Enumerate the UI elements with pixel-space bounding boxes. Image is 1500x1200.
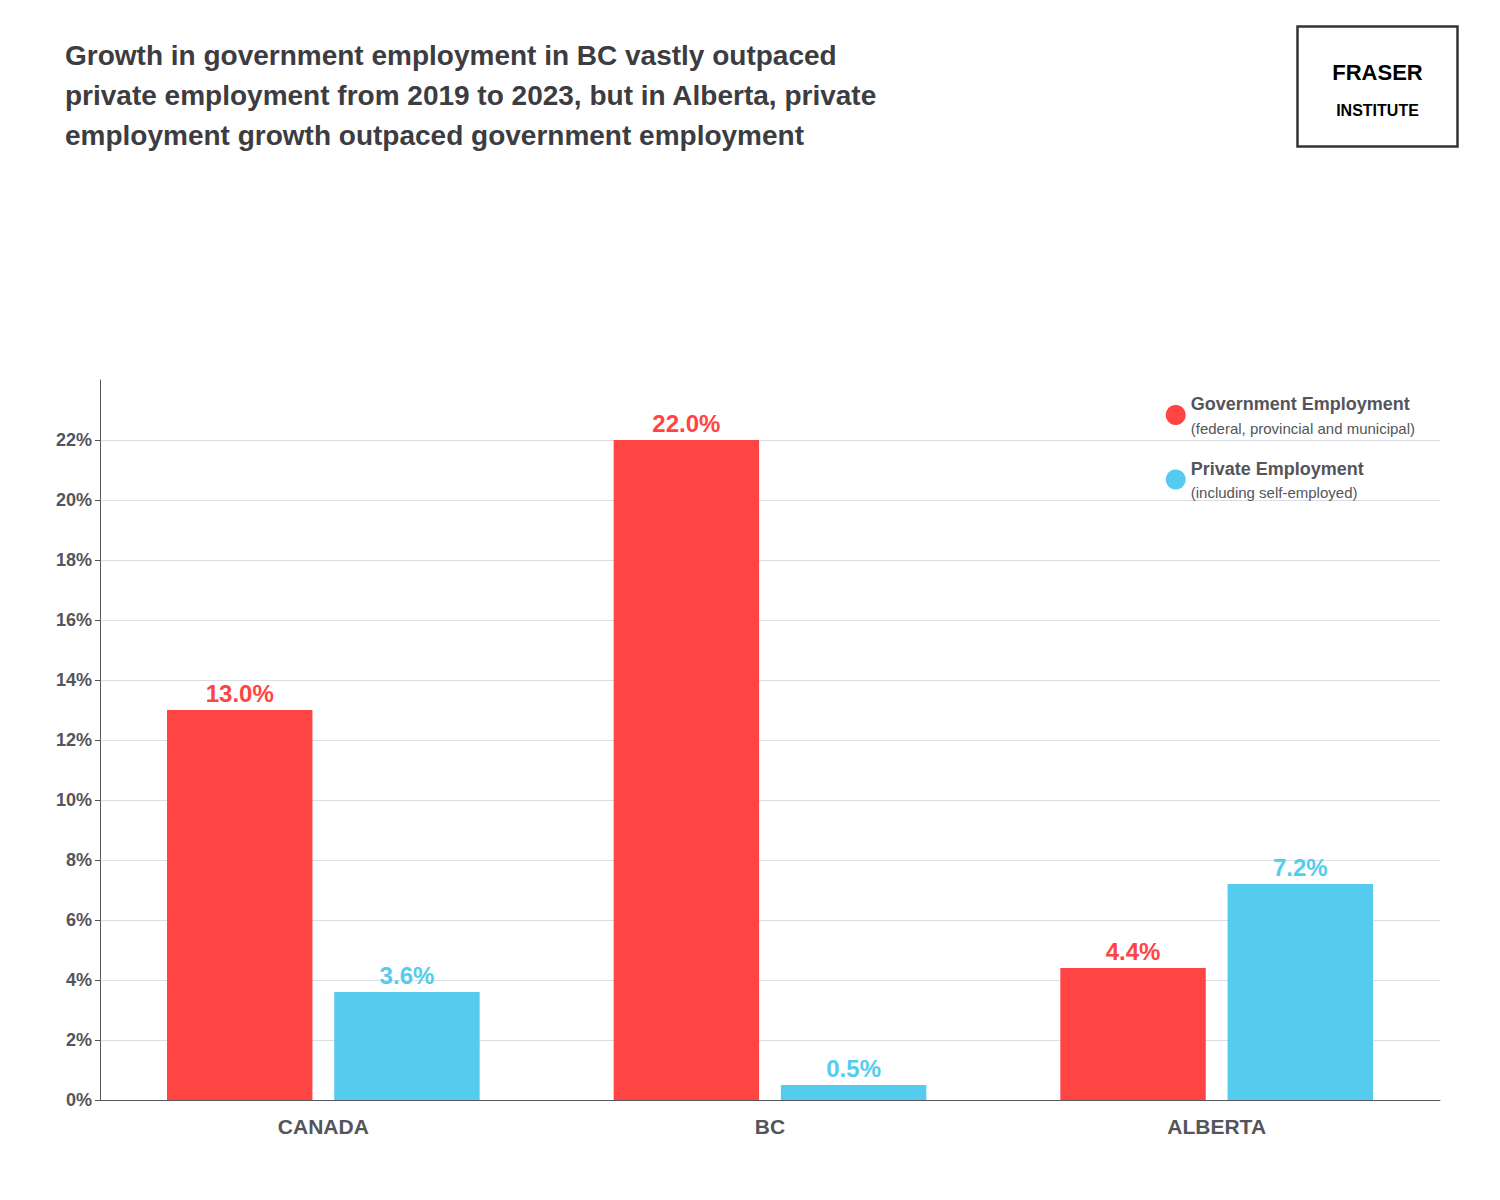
svg-text:10%: 10% — [56, 790, 92, 810]
svg-text:ALBERTA: ALBERTA — [1167, 1115, 1266, 1138]
svg-text:16%: 16% — [56, 610, 92, 630]
svg-text:0%: 0% — [66, 1090, 92, 1110]
svg-text:2%: 2% — [66, 1030, 92, 1050]
svg-text:13.0%: 13.0% — [206, 680, 274, 707]
svg-text:7.2%: 7.2% — [1273, 854, 1328, 881]
svg-text:8%: 8% — [66, 850, 92, 870]
svg-text:(federal, provincial and munic: (federal, provincial and municipal) — [1191, 420, 1415, 437]
svg-text:12%: 12% — [56, 730, 92, 750]
svg-text:Private Employment: Private Employment — [1191, 459, 1364, 479]
svg-text:0.5%: 0.5% — [826, 1055, 881, 1082]
svg-text:4.4%: 4.4% — [1106, 938, 1161, 965]
svg-text:6%: 6% — [66, 910, 92, 930]
svg-text:22.0%: 22.0% — [652, 410, 720, 437]
svg-text:INSTITUTE: INSTITUTE — [1336, 102, 1419, 119]
svg-text:14%: 14% — [56, 670, 92, 690]
svg-text:3.6%: 3.6% — [380, 962, 435, 989]
svg-text:Growth in government employmen: Growth in government employment in BC va… — [65, 40, 837, 71]
svg-text:FRASER: FRASER — [1332, 60, 1423, 85]
svg-text:22%: 22% — [56, 430, 92, 450]
svg-text:18%: 18% — [56, 550, 92, 570]
svg-text:BC: BC — [755, 1115, 785, 1138]
svg-text:Government Employment: Government Employment — [1191, 394, 1410, 414]
svg-text:4%: 4% — [66, 970, 92, 990]
svg-text:employment growth outpaced gov: employment growth outpaced government em… — [65, 120, 804, 151]
svg-text:(including self-employed): (including self-employed) — [1191, 484, 1358, 501]
svg-text:20%: 20% — [56, 490, 92, 510]
svg-text:private employment from 2019 t: private employment from 2019 to 2023, bu… — [65, 80, 876, 111]
svg-text:CANADA: CANADA — [278, 1115, 369, 1138]
